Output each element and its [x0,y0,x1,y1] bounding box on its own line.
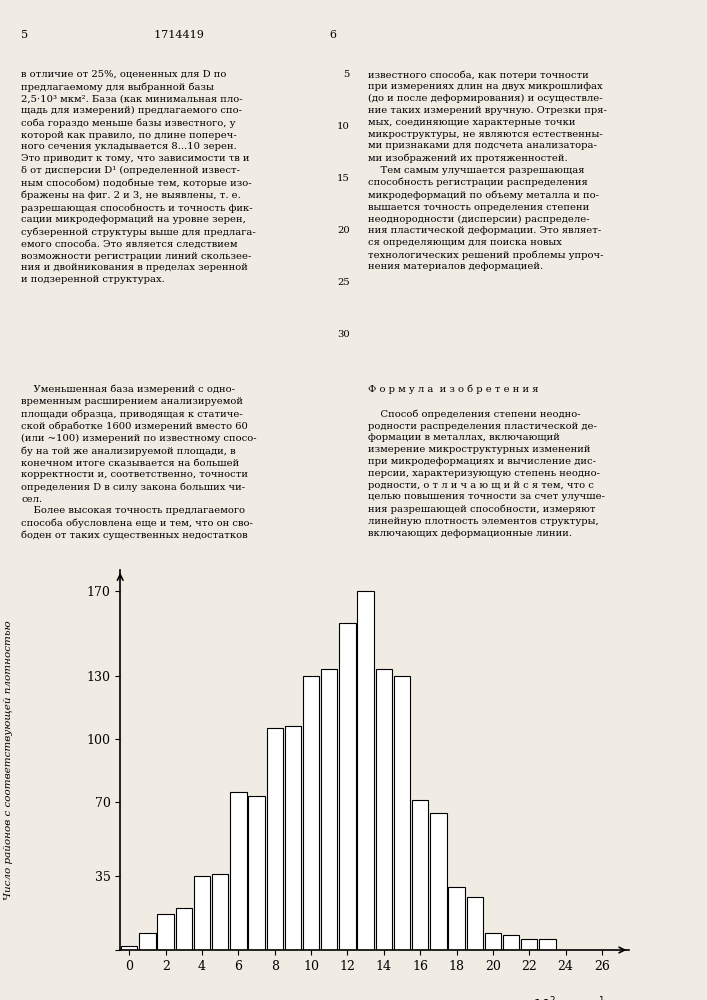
Bar [267,728,283,950]
Text: известного способа, как потери точности
при измерениях длин на двух микрошлифах
: известного способа, как потери точности … [368,70,607,271]
Bar [430,813,447,950]
Bar [539,939,556,950]
Bar [503,935,519,950]
Bar [303,676,320,950]
Bar [448,887,464,950]
Text: 5                                    1714419                                    : 5 1714419 [21,30,337,40]
Bar [139,933,156,950]
Bar [158,914,174,950]
Text: 10: 10 [337,122,350,131]
Text: 30: 30 [337,330,350,339]
Bar [375,669,392,950]
Text: $\rho \cdot 10^2$, мкм$^{-1}$: $\rho \cdot 10^2$, мкм$^{-1}$ [518,996,605,1000]
Bar [339,623,356,950]
Bar [230,792,247,950]
Text: 15: 15 [337,174,350,183]
Bar [485,933,501,950]
Text: 25: 25 [337,278,350,287]
Bar [412,800,428,950]
Bar [121,946,137,950]
Bar [321,669,337,950]
Text: Число районов с соответствующей плотностью: Число районов с соответствующей плотност… [4,620,13,900]
Text: 20: 20 [337,226,350,235]
Text: Уменьшенная база измерений с одно-
временным расширением анализируемой
площади о: Уменьшенная база измерений с одно- време… [21,385,257,540]
Bar [175,908,192,950]
Text: в отличие от 25%, оцененных для D по
предлагаемому для выбранной базы
2,5·10³ мк: в отличие от 25%, оцененных для D по пре… [21,70,256,284]
Bar [394,676,410,950]
Bar [358,591,374,950]
Text: 5: 5 [344,70,350,79]
Bar [467,897,483,950]
Bar [285,726,301,950]
Text: Ф о р м у л а  и з о б р е т е н и я

    Способ определения степени неодно-
род: Ф о р м у л а и з о б р е т е н и я Спос… [368,385,604,538]
Bar [248,796,264,950]
Bar [194,876,210,950]
Bar [521,939,537,950]
Bar [212,874,228,950]
